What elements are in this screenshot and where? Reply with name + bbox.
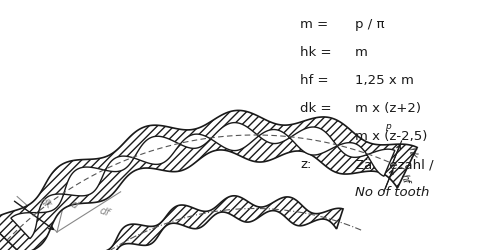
Text: No of tooth: No of tooth	[355, 186, 430, 199]
Text: df =: df =	[300, 130, 328, 143]
Text: m: m	[355, 46, 368, 59]
Text: dk =: dk =	[300, 102, 332, 115]
Polygon shape	[0, 110, 417, 250]
Polygon shape	[0, 223, 22, 250]
Text: hf =: hf =	[300, 74, 328, 87]
Text: m x (z-2,5): m x (z-2,5)	[355, 130, 428, 143]
Polygon shape	[11, 122, 395, 239]
Text: p: p	[384, 122, 390, 131]
Text: m x (z+2): m x (z+2)	[355, 102, 421, 115]
Text: z:: z:	[300, 158, 312, 171]
Text: p / π: p / π	[355, 18, 384, 31]
Text: m =: m =	[300, 18, 328, 31]
Text: d: d	[69, 200, 80, 211]
Text: df: df	[98, 205, 112, 218]
Text: hk =: hk =	[300, 46, 332, 59]
Text: dk: dk	[37, 196, 53, 211]
Text: hf: hf	[398, 173, 410, 184]
Text: hk: hk	[406, 146, 418, 160]
Text: 1,25 x m: 1,25 x m	[355, 74, 414, 87]
Polygon shape	[80, 196, 343, 250]
Text: Zähnezahl /: Zähnezahl /	[355, 158, 434, 171]
